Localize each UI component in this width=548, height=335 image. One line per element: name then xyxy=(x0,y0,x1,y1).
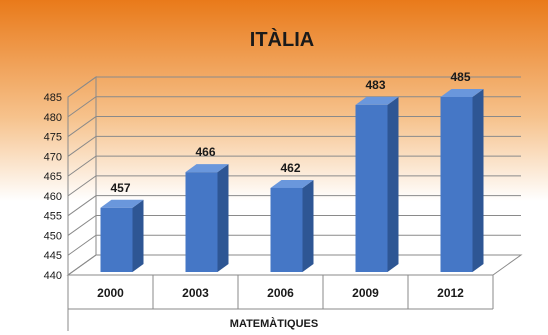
y-tick-label: 485 xyxy=(44,92,62,104)
bar-side xyxy=(132,199,144,272)
y-tick-label: 460 xyxy=(44,191,62,203)
data-label: 466 xyxy=(195,145,215,159)
x-tick-label: 2003 xyxy=(182,286,209,300)
y-tick-label: 450 xyxy=(44,230,62,242)
gridline xyxy=(67,76,521,98)
bar-side xyxy=(302,179,314,272)
bar-front xyxy=(440,97,473,272)
bar-side xyxy=(472,89,484,272)
data-label: 462 xyxy=(280,161,300,175)
y-tick-label: 480 xyxy=(44,112,62,124)
data-label: 457 xyxy=(110,181,130,195)
bar-front xyxy=(185,172,218,272)
bar-top xyxy=(185,164,229,173)
x-axis-title: MATEMÀTIQUES xyxy=(230,317,318,330)
y-tick-label: 465 xyxy=(44,171,62,183)
y-tick-label: 475 xyxy=(44,132,62,144)
bar-top xyxy=(440,89,484,97)
bar-front xyxy=(100,207,133,272)
bar-side xyxy=(387,96,399,273)
bar xyxy=(440,89,484,272)
chart-title: ITÀLIA xyxy=(250,28,314,51)
y-tick-label: 445 xyxy=(44,250,62,262)
data-label: 485 xyxy=(450,70,470,84)
x-tick-label: 2006 xyxy=(267,286,294,300)
bar-top xyxy=(100,199,144,208)
bar-top xyxy=(270,179,314,188)
x-tick-label: 2000 xyxy=(97,286,124,300)
x-tick-label: 2009 xyxy=(352,286,379,300)
bar xyxy=(185,164,229,272)
bar-front xyxy=(355,104,388,273)
x-axis: 2000 2003 2006 2009 2012 xyxy=(67,274,494,331)
x-tick-label: 2012 xyxy=(437,286,464,300)
bar-side xyxy=(217,164,229,272)
bar xyxy=(355,96,399,273)
bar-layer: 457 466 462 483 485 xyxy=(100,70,484,273)
bar xyxy=(270,179,314,272)
y-tick-label: 440 xyxy=(44,270,62,282)
y-tick-label: 470 xyxy=(44,151,62,163)
bar xyxy=(100,199,144,272)
gridline xyxy=(67,96,521,118)
bar-front xyxy=(270,187,303,272)
y-tick-label: 455 xyxy=(44,211,62,223)
data-label: 483 xyxy=(365,78,385,92)
bar-top xyxy=(355,96,399,105)
